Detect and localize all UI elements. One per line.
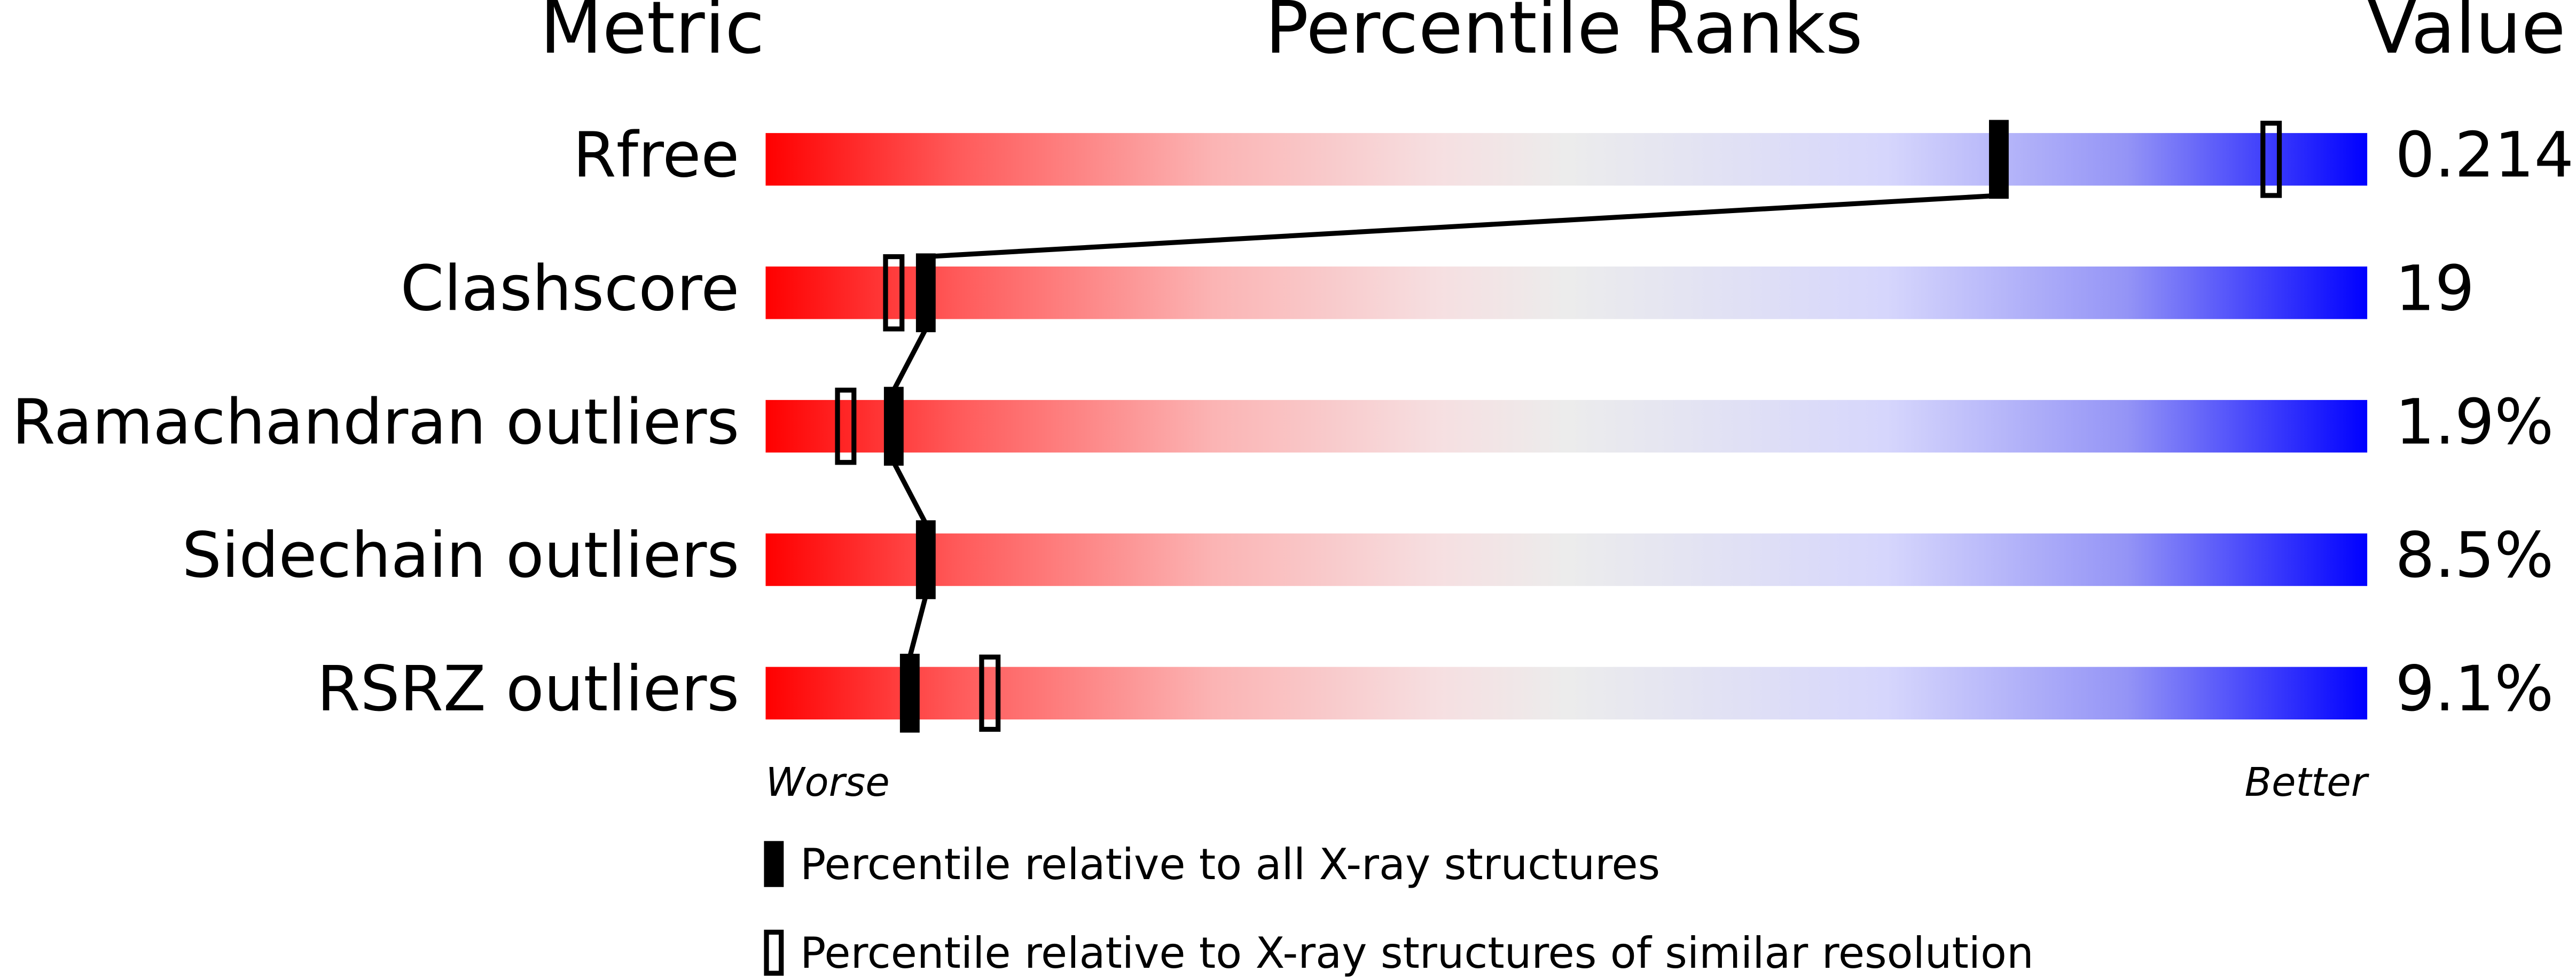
connector: [926, 193, 1999, 260]
connector: [891, 461, 928, 525]
metric-value: 9.1%: [2395, 653, 2554, 725]
better-label: Better: [2244, 759, 2369, 805]
slider-bar: [765, 267, 2368, 319]
metric-label: Clashscore: [401, 252, 740, 325]
percentile-marker: [883, 387, 904, 466]
slider-bar: [765, 400, 2368, 453]
percentile-marker: [1988, 120, 2009, 199]
percentile-marker: [915, 520, 936, 599]
connector: [891, 327, 928, 391]
percentile-marker: [899, 654, 920, 733]
legend-label: Percentile relative to X-ray structures …: [800, 928, 2034, 978]
slider-bar: [765, 533, 2368, 586]
connector: [907, 595, 928, 658]
percentile-marker-hollow: [883, 254, 905, 332]
legend-label: Percentile relative to all X-ray structu…: [800, 840, 1660, 889]
worse-label: Worse: [765, 759, 889, 805]
slider-bar: [765, 667, 2368, 720]
legend-swatch: [764, 929, 784, 976]
header: Value: [2367, 0, 2566, 70]
legend-swatch: [764, 841, 784, 887]
metric-label: Sidechain outliers: [182, 519, 739, 592]
metric-value: 0.214: [2395, 119, 2574, 192]
metric-label: Rfree: [573, 119, 740, 192]
percentile-marker: [915, 253, 936, 333]
metric-label: RSRZ outliers: [317, 653, 739, 725]
metric-value: 19: [2395, 252, 2475, 325]
slider-bar: [765, 133, 2368, 186]
header: Percentile Ranks: [1265, 0, 1863, 70]
percentile-marker-hollow: [2260, 121, 2282, 198]
metric-label: Ramachandran outliers: [12, 386, 739, 458]
metric-value: 8.5%: [2395, 519, 2554, 592]
metric-value: 1.9%: [2395, 386, 2554, 458]
percentile-marker-hollow: [835, 387, 857, 465]
header: Metric: [540, 0, 765, 70]
percentile-marker-hollow: [979, 654, 1001, 732]
